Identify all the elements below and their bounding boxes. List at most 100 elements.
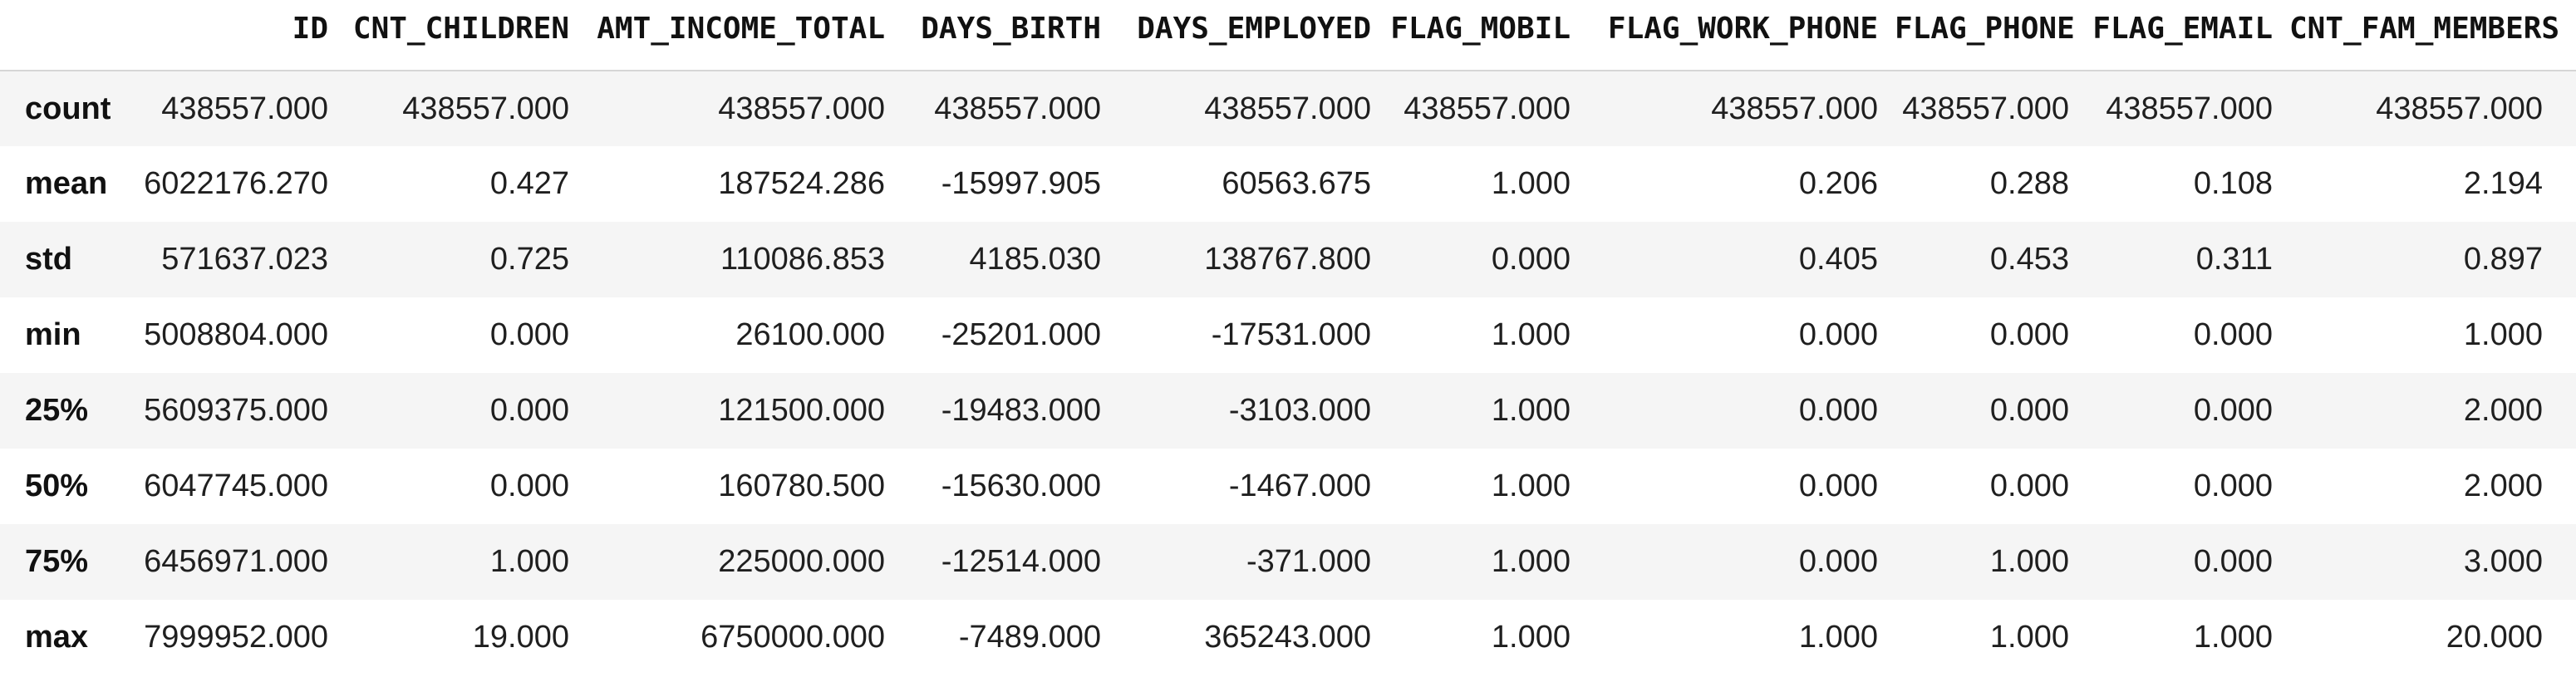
cell-25pct-flag-phone: 0.000 [1989, 393, 2069, 428]
cell-min-days-birth: -25201.000 [941, 317, 1101, 352]
table-row-max: max 7999952.000 19.000 6750000.000 -7489.000… [0, 600, 2576, 675]
cell-min-flag-email: 0.000 [2193, 317, 2273, 352]
cell-std-id: 571637.023 [161, 242, 328, 277]
column-header-days-birth: DAYS_BIRTH [902, 0, 1118, 71]
cell-75pct-days-birth: -12514.000 [941, 544, 1101, 579]
cell-25pct-flag-mobil: 1.000 [1491, 393, 1571, 428]
cell-count-flag-email: 438557.000 [2106, 91, 2273, 126]
cell-50pct-flag-work-phone: 0.000 [1798, 469, 1878, 503]
cell-50pct-days-birth: -15630.000 [941, 469, 1101, 503]
cell-mean-flag-email: 0.108 [2193, 166, 2273, 201]
cell-50pct-days-employed: -1467.000 [1228, 469, 1371, 503]
cell-std-amt-income-total: 110086.853 [720, 242, 885, 277]
table-row-count: count 438557.000 438557.000 438557.000 43855… [0, 71, 2576, 146]
table-row-min: min 5008804.000 0.000 26100.000 -25201.000 -1… [0, 297, 2576, 373]
cell-std-flag-phone: 0.453 [1989, 242, 2069, 277]
cell-50pct-cnt-children: 0.000 [489, 469, 569, 503]
cell-25pct-flag-email: 0.000 [2193, 393, 2273, 428]
cell-mean-flag-phone: 0.288 [1989, 166, 2069, 201]
cell-75pct-flag-mobil: 1.000 [1491, 544, 1571, 579]
row-label-count: count [25, 91, 111, 126]
cell-50pct-flag-mobil: 1.000 [1491, 469, 1571, 503]
row-label-min: min [25, 317, 81, 352]
row-label-mean: mean [25, 166, 108, 201]
cell-min-cnt-fam-members: 1.000 [2463, 317, 2543, 352]
cell-max-flag-work-phone: 1.000 [1798, 620, 1878, 655]
table-body: count 438557.000 438557.000 438557.000 43855… [0, 71, 2576, 675]
index-corner-cell [0, 0, 108, 71]
cell-max-cnt-fam-members: 20.000 [2446, 620, 2543, 655]
cell-max-amt-income-total: 6750000.000 [701, 620, 885, 655]
cell-max-flag-email: 1.000 [2193, 620, 2273, 655]
column-header-id: ID [108, 0, 345, 71]
cell-75pct-flag-work-phone: 0.000 [1798, 544, 1878, 579]
cell-max-cnt-children: 19.000 [472, 620, 569, 655]
row-label-max: max [25, 620, 89, 655]
cell-min-days-employed: -17531.000 [1211, 317, 1371, 352]
table-row-25pct: 25% 5609375.000 0.000 121500.000 -19483.000 -… [0, 373, 2576, 449]
column-header-flag-email: FLAG_EMAIL [2086, 0, 2289, 71]
cell-50pct-id: 6047745.000 [144, 469, 328, 503]
header-row: ID CNT_CHILDREN AMT_INCOME_TOTAL DAYS_BIRTH… [0, 0, 2576, 71]
cell-mean-days-employed: 60563.675 [1222, 166, 1371, 201]
cell-count-amt-income-total: 438557.000 [718, 91, 885, 126]
cell-count-days-birth: 438557.000 [934, 91, 1101, 126]
cell-count-flag-phone: 438557.000 [1902, 91, 2069, 126]
cell-max-flag-phone: 1.000 [1989, 620, 2069, 655]
cell-mean-id: 6022176.270 [144, 166, 328, 201]
cell-25pct-days-employed: -3103.000 [1228, 393, 1371, 428]
row-label-50pct: 50% [25, 469, 89, 503]
cell-count-cnt-fam-members: 438557.000 [2376, 91, 2543, 126]
cell-max-id: 7999952.000 [144, 620, 328, 655]
cell-count-flag-work-phone: 438557.000 [1711, 91, 1878, 126]
cell-75pct-days-employed: -371.000 [1246, 544, 1371, 579]
column-header-flag-phone: FLAG_PHONE [1895, 0, 2086, 71]
row-label-75pct: 75% [25, 544, 89, 579]
cell-50pct-flag-email: 0.000 [2193, 469, 2273, 503]
cell-25pct-days-birth: -19483.000 [941, 393, 1101, 428]
column-header-days-employed: DAYS_EMPLOYED [1118, 0, 1388, 71]
row-label-25pct: 25% [25, 393, 89, 428]
cell-count-days-employed: 438557.000 [1204, 91, 1371, 126]
table-row-mean: mean 6022176.270 0.427 187524.286 -15997.905… [0, 146, 2576, 222]
cell-50pct-flag-phone: 0.000 [1989, 469, 2069, 503]
cell-mean-flag-work-phone: 0.206 [1798, 166, 1878, 201]
cell-mean-cnt-children: 0.427 [489, 166, 569, 201]
cell-count-id: 438557.000 [161, 91, 328, 126]
cell-min-flag-phone: 0.000 [1989, 317, 2069, 352]
cell-mean-cnt-fam-members: 2.194 [2463, 166, 2543, 201]
column-header-cnt-fam-members: CNT_FAM_MEMBERS [2289, 0, 2576, 71]
cell-25pct-cnt-fam-members: 2.000 [2463, 393, 2543, 428]
cell-50pct-cnt-fam-members: 2.000 [2463, 469, 2543, 503]
cell-min-amt-income-total: 26100.000 [735, 317, 885, 352]
cell-min-flag-mobil: 1.000 [1491, 317, 1571, 352]
column-header-flag-mobil: FLAG_MOBIL [1388, 0, 1587, 71]
cell-std-days-birth: 4185.030 [969, 242, 1102, 277]
row-label-std: std [25, 242, 72, 277]
cell-std-days-employed: 138767.800 [1204, 242, 1371, 277]
column-header-cnt-children: CNT_CHILDREN [345, 0, 586, 71]
cell-std-flag-email: 0.311 [2195, 242, 2273, 277]
table-row-50pct: 50% 6047745.000 0.000 160780.500 -15630.000 -… [0, 449, 2576, 524]
table-row-std: std 571637.023 0.725 110086.853 4185.030 1387… [0, 222, 2576, 297]
cell-count-cnt-children: 438557.000 [402, 91, 569, 126]
cell-max-days-employed: 365243.000 [1204, 620, 1371, 655]
cell-std-flag-mobil: 0.000 [1491, 242, 1571, 277]
cell-75pct-flag-phone: 1.000 [1989, 544, 2069, 579]
cell-75pct-cnt-children: 1.000 [489, 544, 569, 579]
column-header-flag-work-phone: FLAG_WORK_PHONE [1587, 0, 1895, 71]
cell-25pct-amt-income-total: 121500.000 [718, 393, 885, 428]
column-header-amt-income-total: AMT_INCOME_TOTAL [586, 0, 902, 71]
cell-min-flag-work-phone: 0.000 [1798, 317, 1878, 352]
cell-75pct-cnt-fam-members: 3.000 [2463, 544, 2543, 579]
cell-50pct-amt-income-total: 160780.500 [718, 469, 885, 503]
cell-75pct-amt-income-total: 225000.000 [718, 544, 885, 579]
cell-max-days-birth: -7489.000 [958, 620, 1101, 655]
cell-mean-amt-income-total: 187524.286 [718, 166, 885, 201]
cell-75pct-flag-email: 0.000 [2193, 544, 2273, 579]
cell-min-cnt-children: 0.000 [489, 317, 569, 352]
cell-std-flag-work-phone: 0.405 [1798, 242, 1878, 277]
cell-std-cnt-fam-members: 0.897 [2463, 242, 2543, 277]
table-row-75pct: 75% 6456971.000 1.000 225000.000 -12514.000 -… [0, 524, 2576, 600]
